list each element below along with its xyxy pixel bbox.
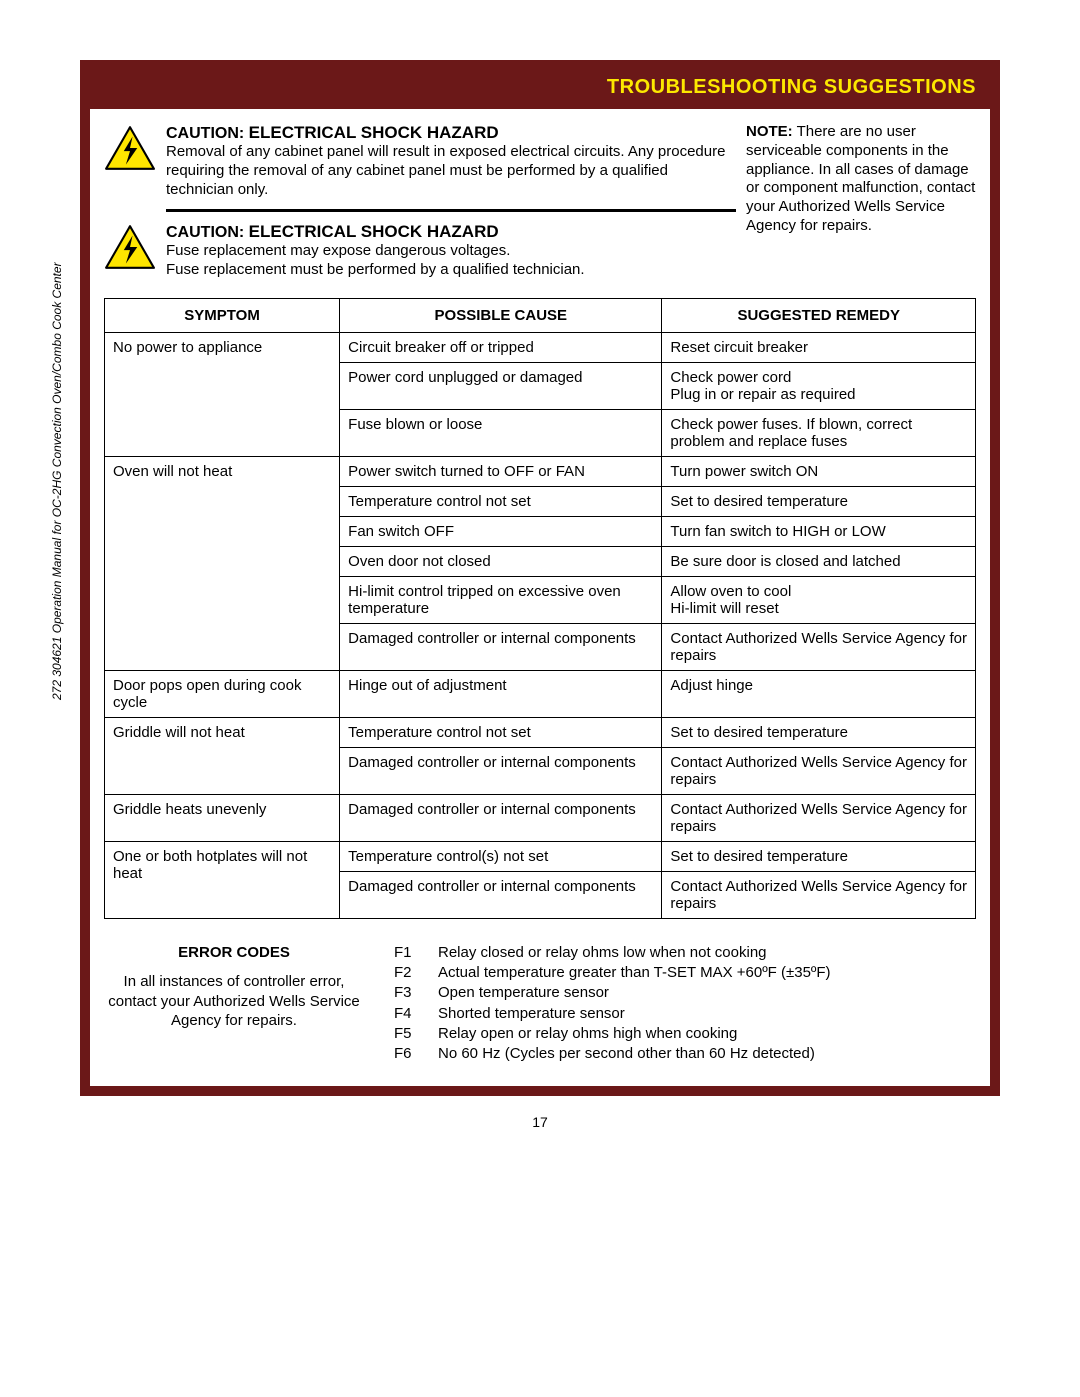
cause-cell: Temperature control not set (340, 486, 662, 516)
caution-note-row: CAUTION: ELECTRICAL SHOCK HAZARD Removal… (104, 123, 976, 290)
symptom-cell: Door pops open during cook cycle (105, 670, 340, 717)
cause-cell: Hi-limit control tripped on excessive ov… (340, 576, 662, 623)
remedy-cell: Allow oven to cool Hi-limit will reset (662, 576, 976, 623)
symptom-cell: Oven will not heat (105, 456, 340, 670)
remedy-cell: Set to desired temperature (662, 717, 976, 747)
error-codes-left: ERROR CODES In all instances of controll… (104, 943, 364, 1065)
content-area: CAUTION: ELECTRICAL SHOCK HAZARD Removal… (90, 109, 990, 1086)
caution-body: Removal of any cabinet panel will result… (166, 143, 736, 199)
caution-2: CAUTION: ELECTRICAL SHOCK HAZARD Fuse re… (166, 222, 585, 280)
error-codes-list: F1 Relay closed or relay ohms low when no… (394, 943, 976, 1065)
error-desc: Relay closed or relay ohms low when not … (438, 943, 767, 963)
caution-divider (166, 209, 736, 212)
cause-cell: Damaged controller or internal component… (340, 623, 662, 670)
caution-heading-rest: ELECTRICAL SHOCK HAZARD (249, 222, 499, 241)
table-header-row: SYMPTOM POSSIBLE CAUSE SUGGESTED REMEDY (105, 298, 976, 332)
symptom-cell: One or both hotplates will not heat (105, 841, 340, 918)
remedy-cell: Check power fuses. If blown, correct pro… (662, 409, 976, 456)
remedy-cell: Be sure door is closed and latched (662, 546, 976, 576)
remedy-cell: Turn fan switch to HIGH or LOW (662, 516, 976, 546)
symptom-cell: Griddle heats unevenly (105, 794, 340, 841)
section-title: TROUBLESHOOTING SUGGESTIONS (90, 70, 990, 109)
warning-icon (104, 125, 156, 171)
remedy-cell: Contact Authorized Wells Service Agency … (662, 794, 976, 841)
cause-cell: Fuse blown or loose (340, 409, 662, 456)
page-number: 17 (80, 1114, 1000, 1130)
col-symptom: SYMPTOM (105, 298, 340, 332)
error-code-row: F2 Actual temperature greater than T-SET … (394, 963, 976, 983)
cause-cell: Power switch turned to OFF or FAN (340, 456, 662, 486)
troubleshooting-table: SYMPTOM POSSIBLE CAUSE SUGGESTED REMEDY … (104, 298, 976, 919)
remedy-cell: Set to desired temperature (662, 486, 976, 516)
cause-cell: Damaged controller or internal component… (340, 747, 662, 794)
cause-cell: Temperature control(s) not set (340, 841, 662, 871)
page: 272 304621 Operation Manual for OC-2HG C… (0, 0, 1080, 1160)
note-block: NOTE: There are no user serviceable comp… (746, 123, 976, 236)
error-codes-section: ERROR CODES In all instances of controll… (104, 943, 976, 1065)
error-code: F4 (394, 1004, 422, 1024)
error-code: F5 (394, 1024, 422, 1044)
table-row: Door pops open during cook cycleHinge ou… (105, 670, 976, 717)
error-code: F6 (394, 1044, 422, 1064)
error-code: F1 (394, 943, 422, 963)
cause-cell: Oven door not closed (340, 546, 662, 576)
cause-cell: Circuit breaker off or tripped (340, 332, 662, 362)
caution-heading-prefix: CAUTION: (166, 224, 244, 241)
cause-cell: Fan switch OFF (340, 516, 662, 546)
content-frame: TROUBLESHOOTING SUGGESTIONS CAUTION: ELE… (80, 60, 1000, 1096)
remedy-cell: Set to desired temperature (662, 841, 976, 871)
cause-cell: Damaged controller or internal component… (340, 871, 662, 918)
cause-cell: Power cord unplugged or damaged (340, 362, 662, 409)
col-remedy: SUGGESTED REMEDY (662, 298, 976, 332)
error-code: F3 (394, 983, 422, 1003)
caution-block: CAUTION: ELECTRICAL SHOCK HAZARD Removal… (166, 123, 736, 290)
error-code: F2 (394, 963, 422, 983)
caution-body: Fuse replacement may expose dangerous vo… (166, 242, 585, 280)
error-code-row: F6 No 60 Hz (Cycles per second other than… (394, 1044, 976, 1064)
table-row: Oven will not heatPower switch turned to… (105, 456, 976, 486)
table-row: No power to applianceCircuit breaker off… (105, 332, 976, 362)
error-code-row: F1 Relay closed or relay ohms low when no… (394, 943, 976, 963)
error-code-row: F4 Shorted temperature sensor (394, 1004, 976, 1024)
error-desc: Actual temperature greater than T-SET MA… (438, 963, 831, 983)
warning-icon (104, 224, 156, 290)
symptom-cell: No power to appliance (105, 332, 340, 456)
remedy-cell: Contact Authorized Wells Service Agency … (662, 747, 976, 794)
remedy-cell: Adjust hinge (662, 670, 976, 717)
cause-cell: Temperature control not set (340, 717, 662, 747)
error-code-row: F3 Open temperature sensor (394, 983, 976, 1003)
error-desc: Open temperature sensor (438, 983, 609, 1003)
col-cause: POSSIBLE CAUSE (340, 298, 662, 332)
error-codes-title: ERROR CODES (104, 943, 364, 963)
error-code-row: F5 Relay open or relay ohms high when coo… (394, 1024, 976, 1044)
side-manual-text: 272 304621 Operation Manual for OC-2HG C… (50, 262, 64, 700)
error-desc: No 60 Hz (Cycles per second other than 6… (438, 1044, 815, 1064)
table-row: Griddle heats unevenlyDamaged controller… (105, 794, 976, 841)
caution-heading-rest: ELECTRICAL SHOCK HAZARD (249, 123, 499, 142)
table-row: Griddle will not heatTemperature control… (105, 717, 976, 747)
cause-cell: Hinge out of adjustment (340, 670, 662, 717)
caution-heading-prefix: CAUTION: (166, 125, 244, 142)
remedy-cell: Contact Authorized Wells Service Agency … (662, 623, 976, 670)
error-desc: Shorted temperature sensor (438, 1004, 625, 1024)
remedy-cell: Turn power switch ON (662, 456, 976, 486)
symptom-cell: Griddle will not heat (105, 717, 340, 794)
caution-2-row: CAUTION: ELECTRICAL SHOCK HAZARD Fuse re… (104, 222, 736, 290)
remedy-cell: Contact Authorized Wells Service Agency … (662, 871, 976, 918)
remedy-cell: Check power cord Plug in or repair as re… (662, 362, 976, 409)
cause-cell: Damaged controller or internal component… (340, 794, 662, 841)
error-codes-instructions: In all instances of controller error, co… (104, 972, 364, 1031)
note-label: NOTE: (746, 123, 793, 140)
table-row: One or both hotplates will not heatTempe… (105, 841, 976, 871)
caution-1: CAUTION: ELECTRICAL SHOCK HAZARD Removal… (166, 123, 736, 199)
remedy-cell: Reset circuit breaker (662, 332, 976, 362)
error-desc: Relay open or relay ohms high when cooki… (438, 1024, 737, 1044)
